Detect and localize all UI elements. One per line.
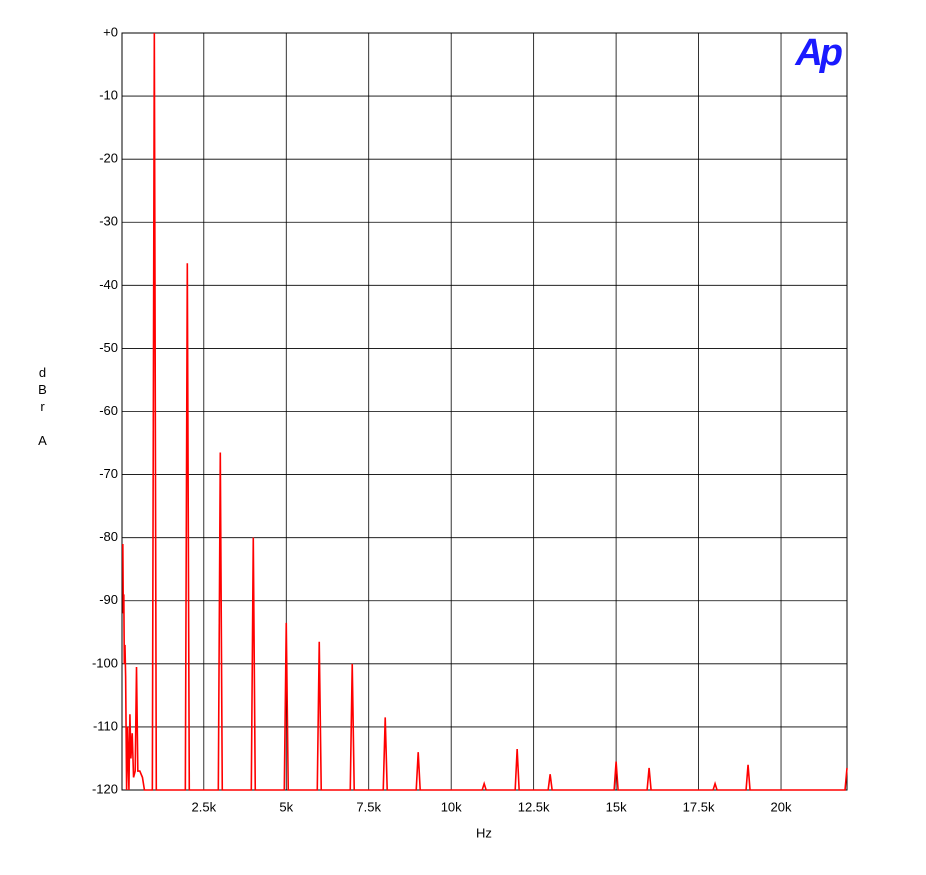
x-tick-label: 17.5k [683,799,715,814]
y-axis-label: dBr A [35,365,50,450]
y-tick-label: -10 [99,88,118,103]
x-tick-label: 12.5k [518,799,550,814]
y-tick-label: -70 [99,466,118,481]
plot-frame [121,32,848,791]
x-tick-label: 2.5k [192,799,217,814]
x-tick-label: 10k [441,799,462,814]
y-tick-label: -60 [99,403,118,418]
y-tick-label: -80 [99,529,118,544]
x-tick-label: 5k [279,799,293,814]
x-tick-label: 20k [771,799,792,814]
y-tick-label: -30 [99,214,118,229]
data-line [122,32,848,791]
x-tick-label: 15k [606,799,627,814]
y-tick-label: -120 [92,781,118,796]
logo: Ap [794,32,841,74]
x-tick-label: 7.5k [356,799,381,814]
y-tick-label: -20 [99,151,118,166]
y-tick-label: -90 [99,592,118,607]
y-tick-label: -40 [99,277,118,292]
x-axis-label: Hz [476,825,492,840]
y-tick-label: -50 [99,340,118,355]
y-tick-label: -100 [92,655,118,670]
y-tick-label: -110 [93,718,118,733]
y-tick-label: +0 [103,24,118,39]
